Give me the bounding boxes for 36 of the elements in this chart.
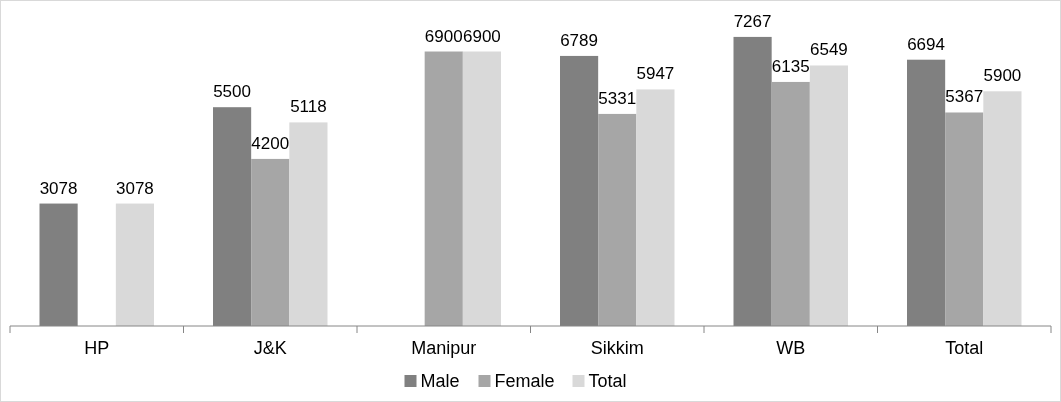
bar [636, 89, 675, 326]
bar [462, 51, 502, 326]
x-tick-label: Sikkim [590, 338, 644, 358]
bar [983, 91, 1022, 326]
x-tick-label: Manipur [411, 338, 477, 358]
data-label: 5500 [213, 82, 251, 102]
data-label: 5367 [945, 87, 984, 107]
data-label: 6135 [771, 56, 810, 76]
bar [809, 65, 849, 326]
data-label: 3078 [116, 178, 154, 198]
x-tick-label: WB [776, 338, 806, 358]
legend-label: Male [420, 371, 460, 391]
legend-label: Female [494, 371, 555, 391]
bar [598, 113, 637, 326]
data-label: 4200 [251, 133, 290, 153]
bar [945, 112, 984, 326]
bar [771, 81, 810, 326]
data-label: 3078 [39, 178, 78, 198]
bar [251, 158, 290, 326]
data-label: 6694 [907, 34, 945, 54]
data-label: 5900 [983, 66, 1022, 86]
data-label: 6900 [463, 26, 501, 46]
data-label: 6900 [424, 26, 463, 46]
data-label: 6789 [560, 30, 598, 50]
bar [289, 122, 328, 326]
data-label: 5331 [598, 88, 637, 108]
data-label: 6549 [810, 40, 848, 60]
data-label: 7267 [733, 11, 772, 31]
x-tick-label: J&K [253, 338, 287, 358]
x-tick-label: Total [945, 338, 984, 358]
data-label: 5118 [290, 97, 327, 117]
bar [115, 203, 155, 326]
x-tick-label: HP [84, 338, 110, 358]
legend-label: Total [588, 371, 627, 391]
bar [424, 51, 463, 326]
data-label: 5947 [636, 64, 675, 84]
